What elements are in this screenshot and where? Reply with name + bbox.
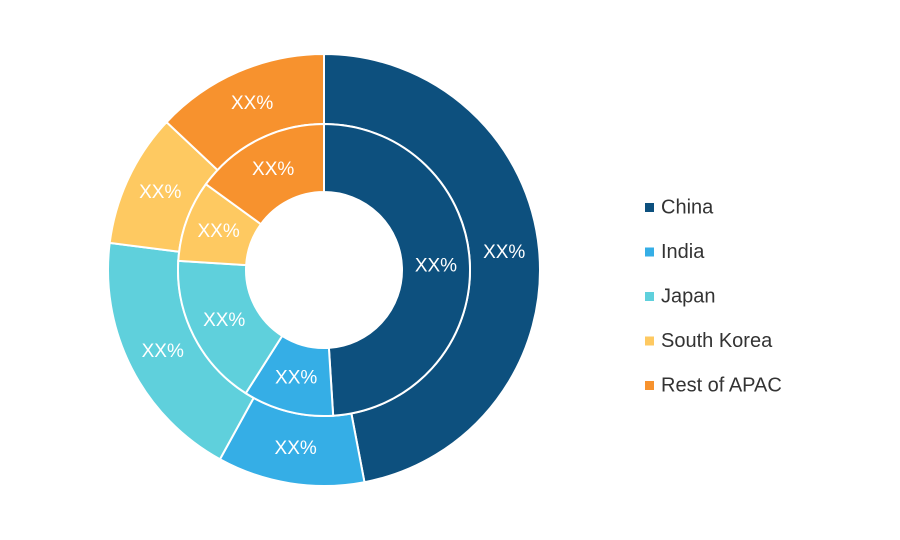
data-label: XX% xyxy=(415,255,457,276)
data-label: XX% xyxy=(139,182,181,203)
data-label: XX% xyxy=(231,93,273,114)
legend-label: South Korea xyxy=(661,330,773,352)
legend-swatch xyxy=(645,336,654,346)
legend-swatch xyxy=(645,381,654,390)
data-label: XX% xyxy=(142,341,184,362)
data-label: XX% xyxy=(252,159,294,180)
donut-segment xyxy=(204,122,325,226)
data-label: XX% xyxy=(197,221,239,242)
legend-swatch xyxy=(645,292,654,301)
data-label: XX% xyxy=(275,367,317,388)
legend-swatch xyxy=(645,247,654,257)
legend-label: Rest of APAC xyxy=(661,374,782,396)
data-label: XX% xyxy=(483,242,525,263)
legend-label: Japan xyxy=(661,285,716,307)
legend-swatch xyxy=(645,203,654,212)
donut-segment xyxy=(323,122,472,417)
data-label: XX% xyxy=(203,310,245,331)
legend-label: India xyxy=(661,241,705,263)
data-label: XX% xyxy=(275,438,317,459)
legend-label: China xyxy=(661,196,714,218)
